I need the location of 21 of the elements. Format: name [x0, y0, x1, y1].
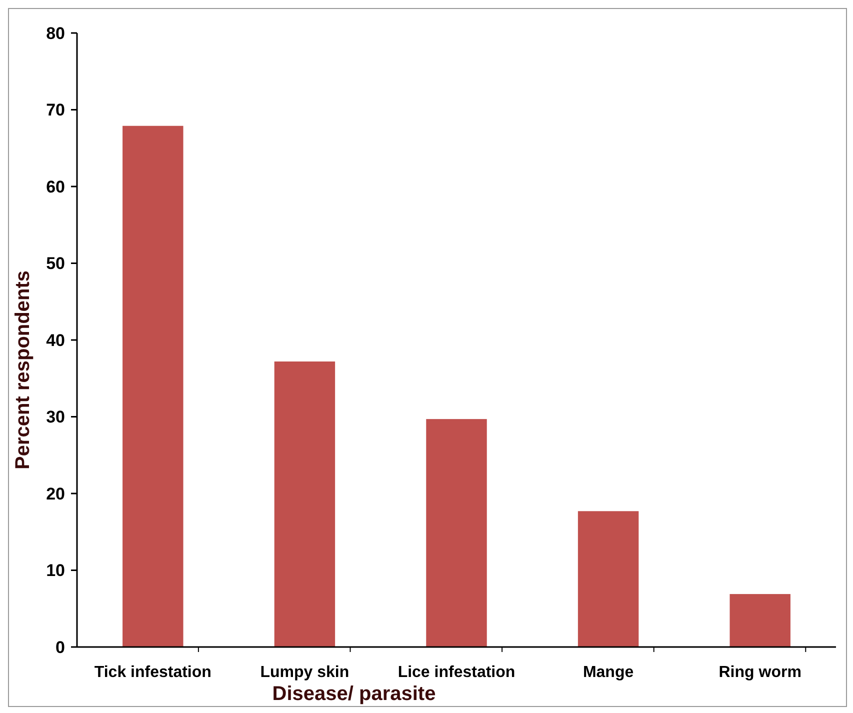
x-axis-title: Disease/ parasite — [272, 683, 436, 705]
y-tick-label: 40 — [46, 330, 65, 350]
bar — [426, 419, 487, 647]
y-tick-label: 70 — [46, 100, 65, 120]
x-tick-label: Mange — [582, 664, 634, 681]
y-tick-label: 80 — [46, 24, 65, 43]
x-tick-label: Tick infestation — [94, 664, 212, 681]
bar — [730, 594, 790, 647]
y-tick-label: 10 — [46, 561, 65, 580]
y-tick-label: 50 — [46, 254, 65, 274]
y-tick-label: 60 — [46, 177, 65, 196]
y-tick-label: 30 — [46, 408, 65, 427]
y-tick-label: 0 — [56, 638, 65, 657]
bar — [274, 361, 336, 647]
x-tick-label: Ring worm — [718, 664, 802, 681]
y-axis-title: Percent respondents — [12, 270, 34, 470]
x-tick-label: Lumpy skin — [260, 664, 350, 681]
y-tick-label: 20 — [46, 484, 65, 504]
x-tick-label: Lice infestation — [398, 664, 516, 681]
bar — [122, 126, 184, 647]
bar — [578, 511, 639, 647]
